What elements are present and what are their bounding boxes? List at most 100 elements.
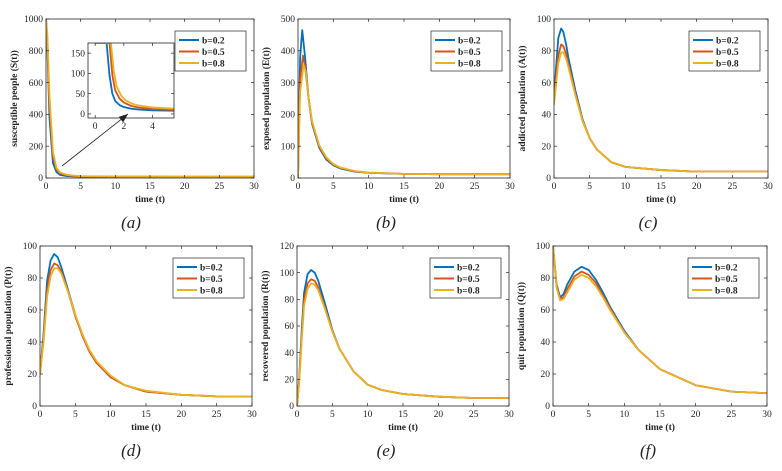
panel-e-ytick-label: 60 bbox=[285, 322, 295, 332]
panel-a-xtick-label: 0 bbox=[44, 182, 49, 192]
panel-e-ytick-label: 120 bbox=[280, 242, 295, 252]
panel-f-xtick-label: 5 bbox=[586, 410, 591, 420]
panel-f-legend-label: b=0.2 bbox=[715, 263, 738, 273]
panel-a-inset-ytick-label: 150 bbox=[71, 49, 86, 59]
panel-a-ytick-label: 1000 bbox=[24, 15, 43, 25]
panel-c-series-b-0_8 bbox=[554, 51, 768, 173]
panel-a-legend: b=0.2 b=0.5b=0.8 bbox=[174, 30, 247, 72]
panel-c-ytick-label: 60 bbox=[542, 79, 552, 89]
panel-f-ytick-label: 20 bbox=[541, 370, 551, 380]
panel-d-xtick-label: 25 bbox=[212, 410, 222, 420]
panel-e-ytick-label: 80 bbox=[285, 296, 295, 306]
panel-b-xtick-label: 20 bbox=[435, 182, 445, 192]
panel-d-xtick-label: 5 bbox=[73, 410, 78, 420]
panel-e-legend-label: b=0.2 bbox=[457, 263, 480, 273]
panel-e-xtick-label: 0 bbox=[295, 410, 300, 420]
panel-c-legend-label: b=0.5 bbox=[716, 48, 739, 58]
panel-a-arrow-head bbox=[118, 114, 128, 123]
panel-c-legend-label: b=0.8 bbox=[716, 59, 739, 69]
panel-d-ytick-label: 20 bbox=[28, 370, 38, 380]
panel-e-ytick-label: 40 bbox=[285, 349, 295, 359]
panel-d-ytick-label: 40 bbox=[28, 338, 38, 348]
panel-f-legend: b=0.2 b=0.5b=0.8 bbox=[687, 257, 760, 299]
panel-f-ytick-label: 100 bbox=[536, 242, 551, 252]
panel-a-ytick-label: 0 bbox=[38, 174, 43, 184]
panel-e-legend-label: b=0.8 bbox=[457, 286, 480, 296]
panel-d-xtick-label: 20 bbox=[177, 410, 187, 420]
panel-d-xtick-label: 0 bbox=[38, 410, 43, 420]
panel-a-ytick-label: 800 bbox=[29, 47, 44, 57]
panel-f-legend-label: b=0.8 bbox=[715, 286, 738, 296]
panel-a-legend-label: b=0.2 bbox=[202, 36, 225, 46]
panel-d-ytick-label: 80 bbox=[28, 274, 38, 284]
panel-c-ytick-label: 80 bbox=[542, 47, 552, 57]
panel-b-caption: (b) bbox=[376, 213, 396, 232]
panel-d-ylabel: professional population (P(t)) bbox=[3, 266, 14, 385]
panel-e-ytick-label: 100 bbox=[280, 269, 295, 279]
panel-f-ytick-label: 80 bbox=[541, 274, 551, 284]
panel-a-inset-series-b-0_5 bbox=[95, 43, 174, 111]
panel-d: 0 5 10 15 20 25 30 0 20 40 60 80 100 time (t) professi… bbox=[3, 242, 257, 460]
panel-b-legend: b=0.2 b=0.5b=0.8 bbox=[430, 30, 503, 72]
panel-e-xtick-label: 10 bbox=[363, 410, 373, 420]
panel-c-ytick-label: 0 bbox=[546, 174, 551, 184]
panel-d-legend-label: b=0.5 bbox=[200, 275, 223, 285]
panel-f-xtick-label: 25 bbox=[727, 410, 737, 420]
panel-a-xlabel: time (t) bbox=[135, 194, 165, 205]
panel-d-ytick-label: 0 bbox=[32, 402, 37, 412]
panel-e-ytick-label: 20 bbox=[285, 376, 295, 386]
panel-b-xtick-label: 10 bbox=[364, 182, 374, 192]
panel-a-inset-ytick-label: 100 bbox=[71, 70, 86, 80]
panel-f-legend-label: b=0.5 bbox=[715, 275, 738, 285]
panel-c-legend: b=0.2 b=0.5b=0.8 bbox=[688, 30, 761, 72]
panel-f-ytick-label: 0 bbox=[545, 402, 550, 412]
panel-c-ytick-label: 20 bbox=[542, 142, 552, 152]
panel-b-ytick-label: 100 bbox=[281, 142, 296, 152]
panel-b-xlabel: time (t) bbox=[389, 194, 419, 205]
panel-d-caption: (d) bbox=[121, 441, 141, 460]
panel-f-xtick-label: 15 bbox=[655, 410, 665, 420]
panel-a-ytick-label: 200 bbox=[29, 142, 44, 152]
panel-a-xtick-label: 25 bbox=[215, 182, 225, 192]
panel-f-xtick-label: 30 bbox=[762, 410, 772, 420]
panel-d-legend-label: b=0.8 bbox=[200, 286, 223, 296]
panel-e-ylabel: recovered population (R(t)) bbox=[260, 271, 271, 382]
panel-a-xtick-label: 30 bbox=[249, 182, 259, 192]
panel-b-series-b-0_8 bbox=[298, 64, 510, 178]
panel-b-legend-label: b=0.8 bbox=[458, 59, 481, 69]
panel-b-xtick-label: 30 bbox=[505, 182, 515, 192]
panel-d-ytick-label: 60 bbox=[28, 306, 38, 316]
panel-e-legend: b=0.2 b=0.5b=0.8 bbox=[429, 257, 502, 299]
panel-c: 0 5 10 15 20 25 30 0 20 40 60 80 100 time (t) addicted… bbox=[517, 15, 773, 232]
panel-f-ytick-label: 40 bbox=[541, 338, 551, 348]
panel-a-inset-xtick-label: 2 bbox=[121, 122, 126, 132]
panel-f-xlabel: time (t) bbox=[645, 422, 675, 433]
panel-a-inset-xtick-label: 4 bbox=[150, 122, 155, 132]
panel-e-xtick-label: 15 bbox=[398, 410, 408, 420]
panel-e-ytick-label: 0 bbox=[289, 402, 294, 412]
panel-b-xtick-label: 15 bbox=[399, 182, 409, 192]
panel-a-xtick-label: 10 bbox=[111, 182, 121, 192]
panel-a-arrow-line bbox=[61, 113, 129, 167]
panel-a-inset-ytick-label: 50 bbox=[76, 90, 86, 100]
panel-c-xtick-label: 0 bbox=[552, 182, 557, 192]
panel-b-ytick-label: 0 bbox=[290, 174, 295, 184]
panel-a-xtick-label: 20 bbox=[180, 182, 190, 192]
panel-a-inset: 0 2 4 0 50 100 150 bbox=[71, 42, 175, 132]
panel-a-inset-ytick-label: 0 bbox=[80, 110, 85, 120]
panel-a-legend-label: b=0.8 bbox=[202, 59, 225, 69]
panel-d-legend: b=0.2 b=0.5b=0.8 bbox=[172, 257, 245, 299]
panel-d-legend-label: b=0.2 bbox=[200, 263, 223, 273]
panel-a-inset-series-b-0_2 bbox=[95, 43, 174, 112]
panel-f-ytick-label: 60 bbox=[541, 306, 551, 316]
panel-a-xtick-label: 15 bbox=[145, 182, 155, 192]
panel-e-caption: (e) bbox=[377, 441, 396, 460]
panel-a-inset-series-b-0_8 bbox=[95, 43, 174, 110]
panel-e-legend-label: b=0.5 bbox=[457, 275, 480, 285]
panel-f-xtick-label: 20 bbox=[691, 410, 701, 420]
panel-a-inset-xtick-label: 0 bbox=[93, 122, 98, 132]
panel-d-xtick-label: 10 bbox=[106, 410, 116, 420]
panel-d-xtick-label: 15 bbox=[141, 410, 151, 420]
